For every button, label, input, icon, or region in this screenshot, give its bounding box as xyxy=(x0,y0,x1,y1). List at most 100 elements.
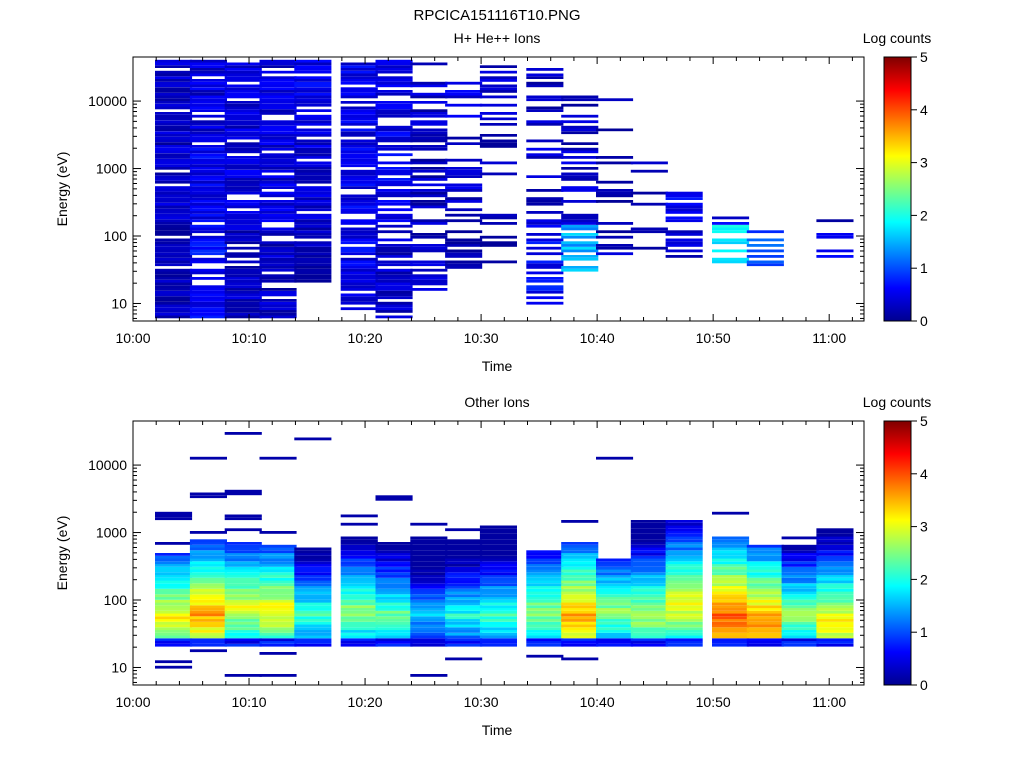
heatmap-cell xyxy=(340,583,378,587)
heatmap-cell xyxy=(665,202,703,206)
heatmap-cell xyxy=(445,602,483,606)
heatmap-cell xyxy=(816,608,854,611)
heatmap-cell xyxy=(340,624,378,628)
heatmap-cell xyxy=(340,613,378,617)
heatmap-cell xyxy=(224,312,262,316)
heatmap-cell xyxy=(259,255,297,258)
heatmap-cell xyxy=(259,84,297,88)
heatmap-cell xyxy=(294,123,332,126)
heatmap-cell xyxy=(479,597,517,600)
heatmap-cell xyxy=(259,186,297,189)
heatmap-cell xyxy=(189,178,227,181)
heatmap-cell xyxy=(375,260,413,264)
heatmap-cell xyxy=(596,643,634,647)
heatmap-cell xyxy=(294,594,332,598)
heatmap-cell xyxy=(155,577,193,581)
heatmap-cell xyxy=(410,621,448,625)
heatmap-cell xyxy=(596,616,634,620)
heatmap-cell xyxy=(526,654,564,658)
heatmap-cell xyxy=(224,638,262,642)
heatmap-cell xyxy=(665,583,703,587)
heatmap-cell xyxy=(781,591,819,595)
heatmap-cell xyxy=(712,566,750,570)
heatmap-cell xyxy=(224,641,262,644)
heatmap-cell xyxy=(375,145,413,148)
heatmap-cell xyxy=(340,553,378,556)
heatmap-cell xyxy=(155,586,193,589)
heatmap-cell xyxy=(561,627,599,631)
heatmap-cell xyxy=(561,553,599,556)
heatmap-cell xyxy=(259,605,297,609)
y-axis-label-2: Energy (eV) xyxy=(54,516,70,591)
heatmap-cell xyxy=(445,566,483,570)
heatmap-cell xyxy=(189,544,227,548)
heatmap-cell xyxy=(816,561,854,565)
heatmap-cell xyxy=(189,120,227,124)
heatmap-cell xyxy=(224,147,262,151)
heatmap-cell xyxy=(189,156,227,159)
heatmap-cell xyxy=(224,643,262,647)
heatmap-cell xyxy=(665,561,703,565)
heatmap-cell xyxy=(712,257,750,261)
heatmap-cell xyxy=(155,597,193,600)
heatmap-cell xyxy=(781,547,819,551)
heatmap-cell xyxy=(294,169,332,173)
heatmap-cell xyxy=(410,674,448,677)
heatmap-cell xyxy=(340,227,378,231)
heatmap-cell xyxy=(340,219,378,223)
heatmap-cell xyxy=(294,235,332,239)
heatmap-cell xyxy=(155,616,193,620)
colorbar-label-2: Log counts xyxy=(863,394,932,410)
heatmap-cell xyxy=(294,632,332,636)
heatmap-cell xyxy=(155,70,193,74)
heatmap-cell xyxy=(155,120,193,124)
heatmap-cell xyxy=(816,619,854,622)
x-tick-label: 10:30 xyxy=(464,694,499,710)
heatmap-cell xyxy=(375,498,413,501)
heatmap-cell xyxy=(375,189,413,192)
heatmap-cell xyxy=(526,260,564,264)
heatmap-cell xyxy=(294,602,332,606)
heatmap-cell xyxy=(596,572,634,576)
x-tick-label: 11:00 xyxy=(812,330,846,346)
heatmap-cell xyxy=(155,238,193,242)
heatmap-cell xyxy=(445,591,483,595)
heatmap-cell xyxy=(155,627,193,631)
heatmap-cell xyxy=(746,564,784,567)
heatmap-cell xyxy=(189,90,227,93)
heatmap-cell xyxy=(410,632,448,636)
heatmap-cell xyxy=(294,147,332,151)
heatmap-cell xyxy=(189,103,227,107)
heatmap-cell xyxy=(526,591,564,595)
heatmap-cell xyxy=(375,112,413,115)
heatmap-cell xyxy=(410,81,448,85)
heatmap-cell xyxy=(294,597,332,600)
heatmap-cell xyxy=(224,621,262,625)
heatmap-cell xyxy=(224,577,262,581)
heatmap-cell xyxy=(224,290,262,294)
heatmap-cell xyxy=(259,613,297,617)
heatmap-cell xyxy=(526,553,564,556)
heatmap-cell xyxy=(596,456,634,460)
heatmap-cell xyxy=(294,630,332,633)
heatmap-cell xyxy=(340,90,378,93)
heatmap-cell xyxy=(816,555,854,559)
heatmap-cell xyxy=(224,128,262,132)
heatmap-cell xyxy=(294,641,332,644)
heatmap-cell xyxy=(340,70,378,74)
heatmap-cell xyxy=(224,608,262,611)
heatmap-cell xyxy=(445,544,483,548)
heatmap-cell xyxy=(630,531,668,534)
heatmap-cell xyxy=(816,572,854,576)
heatmap-cell xyxy=(526,266,564,269)
heatmap-cell xyxy=(526,189,564,192)
heatmap-cell xyxy=(224,282,262,286)
heatmap-cell xyxy=(712,572,750,576)
heatmap-cell xyxy=(561,588,599,592)
heatmap-cell xyxy=(294,266,332,269)
heatmap-cell xyxy=(259,632,297,636)
heatmap-cell xyxy=(155,299,193,302)
heatmap-cell xyxy=(259,266,297,269)
heatmap-cell xyxy=(712,641,750,644)
